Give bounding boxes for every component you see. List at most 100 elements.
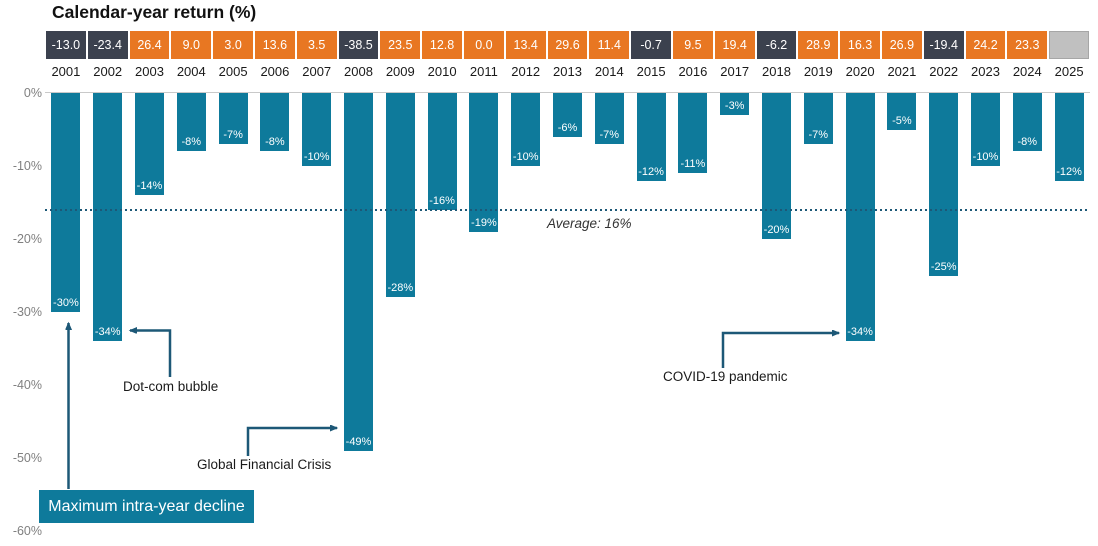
decline-value-label: -7% — [808, 129, 829, 142]
return-value-box-2021: 26.9 — [882, 31, 922, 59]
return-value-box-2018: -6.2 — [756, 31, 797, 59]
max-decline-bar-2003: -14% — [135, 93, 164, 196]
year-label-2014: 2014 — [594, 64, 624, 79]
gfc-arrow — [246, 428, 337, 456]
max-decline-bar-2025: -12% — [1054, 93, 1084, 181]
year-label-2022: 2022 — [929, 64, 959, 79]
return-value-box-2025 — [1049, 31, 1089, 59]
zero-gridline — [45, 92, 1090, 93]
max-decline-bar-2015: -12% — [636, 93, 666, 181]
decline-value-label: -20% — [763, 224, 790, 236]
max-decline-bar-2016: -11% — [678, 93, 708, 174]
max-decline-bar-2006: -8% — [260, 93, 290, 152]
return-value-box-2019: 28.9 — [798, 31, 839, 59]
covid-arrow — [721, 333, 839, 368]
return-value-box-2013: 29.6 — [547, 31, 588, 59]
average-label: Average: 16% — [547, 216, 632, 231]
max-decline-bar-2010: -16% — [427, 93, 457, 210]
year-label-2003: 2003 — [135, 64, 164, 79]
return-value-box-2010: 12.8 — [422, 31, 462, 59]
max-decline-bar-2012: -10% — [511, 93, 541, 166]
year-label-2015: 2015 — [636, 64, 666, 79]
return-value-box-2007: 3.5 — [296, 31, 337, 59]
year-label-2012: 2012 — [511, 64, 541, 79]
decline-value-label: -8% — [265, 136, 285, 149]
decline-value-label: -8% — [1017, 136, 1038, 149]
year-label-2008: 2008 — [344, 64, 373, 79]
y-axis-tick: -40% — [12, 378, 42, 392]
year-label-2001: 2001 — [51, 64, 81, 79]
max-decline-bar-2014: -7% — [594, 93, 624, 145]
year-label-2010: 2010 — [427, 64, 457, 79]
decline-value-label: -11% — [680, 158, 706, 171]
decline-value-label: -6% — [557, 121, 578, 134]
max-decline-bar-2005: -7% — [218, 93, 248, 145]
year-label-2016: 2016 — [678, 64, 708, 79]
return-value-box-2004: 9.0 — [171, 31, 212, 59]
decline-value-label: -5% — [892, 114, 912, 127]
max-decline-bar-2020: -34% — [845, 93, 875, 342]
year-label-2005: 2005 — [218, 64, 248, 79]
decline-value-label: -34% — [847, 326, 873, 339]
decline-value-label: -7% — [223, 129, 243, 142]
y-axis-tick: -50% — [12, 451, 42, 465]
year-label-2013: 2013 — [553, 64, 582, 79]
return-value-box-2014: 11.4 — [589, 31, 630, 59]
year-label-2021: 2021 — [887, 64, 917, 79]
decline-value-label: -16% — [429, 194, 455, 207]
decline-value-label: -28% — [387, 282, 414, 295]
covid-annotation: COVID-19 pandemic — [663, 369, 788, 384]
return-value-box-2016: 9.5 — [673, 31, 713, 59]
year-label-2024: 2024 — [1012, 64, 1042, 79]
return-value-box-2015: -0.7 — [631, 31, 671, 59]
max-decline-bar-2001: -30% — [51, 93, 81, 312]
decline-value-label: -34% — [94, 326, 121, 339]
max-decline-bar-2024: -8% — [1012, 93, 1042, 152]
return-value-box-2022: -19.4 — [923, 31, 964, 59]
decline-value-label: -12% — [1056, 165, 1082, 178]
return-value-box-2020: 16.3 — [840, 31, 880, 59]
dotcom-annotation: Dot-com bubble — [123, 379, 219, 394]
max-decline-bar-2008: -49% — [344, 93, 373, 451]
decline-value-label: -12% — [638, 165, 664, 178]
decline-value-label: -19% — [471, 216, 497, 229]
max-decline-bar-2019: -7% — [803, 93, 833, 145]
y-axis-tick: -10% — [12, 159, 42, 173]
year-label-2018: 2018 — [762, 64, 791, 79]
gfc-annotation: Global Financial Crisis — [197, 457, 332, 472]
return-value-box-2024: 23.3 — [1007, 31, 1048, 59]
year-label-2006: 2006 — [260, 64, 290, 79]
return-value-box-2006: 13.6 — [255, 31, 295, 59]
decline-value-label: -14% — [136, 180, 163, 193]
max-decline-bar-2004: -8% — [176, 93, 206, 152]
return-value-box-2001: -13.0 — [46, 31, 86, 59]
max-decline-bar-2018: -20% — [762, 93, 791, 239]
return-value-box-2009: 23.5 — [380, 31, 421, 59]
decline-value-label: -10% — [303, 151, 330, 163]
max-decline-bar-2021: -5% — [887, 93, 917, 130]
decline-value-label: -49% — [345, 435, 372, 448]
decline-value-label: -10% — [512, 151, 539, 163]
max-decline-bar-2022: -25% — [929, 93, 959, 276]
return-value-box-2005: 3.0 — [213, 31, 253, 59]
year-label-2007: 2007 — [302, 64, 332, 79]
return-value-box-2023: 24.2 — [965, 31, 1006, 59]
max-decline-legend: Maximum intra-year decline — [39, 490, 254, 523]
max-decline-bar-2023: -10% — [971, 93, 1000, 166]
max-decline-bar-2013: -6% — [553, 93, 582, 137]
return-value-box-2008: -38.5 — [338, 31, 379, 59]
return-value-box-2002: -23.4 — [87, 31, 128, 59]
year-label-2020: 2020 — [845, 64, 875, 79]
year-label-2017: 2017 — [720, 64, 750, 79]
decline-value-label: -10% — [972, 151, 999, 163]
decline-value-label: -7% — [599, 129, 620, 142]
decline-value-label: -3% — [724, 99, 745, 112]
max-decline-bar-2011: -19% — [469, 93, 499, 232]
year-label-2025: 2025 — [1054, 64, 1084, 79]
year-label-2023: 2023 — [971, 64, 1000, 79]
return-value-box-2011: 0.0 — [464, 31, 504, 59]
year-label-2002: 2002 — [93, 64, 123, 79]
return-value-box-2003: 26.4 — [129, 31, 170, 59]
decline-value-label: -25% — [930, 260, 957, 273]
